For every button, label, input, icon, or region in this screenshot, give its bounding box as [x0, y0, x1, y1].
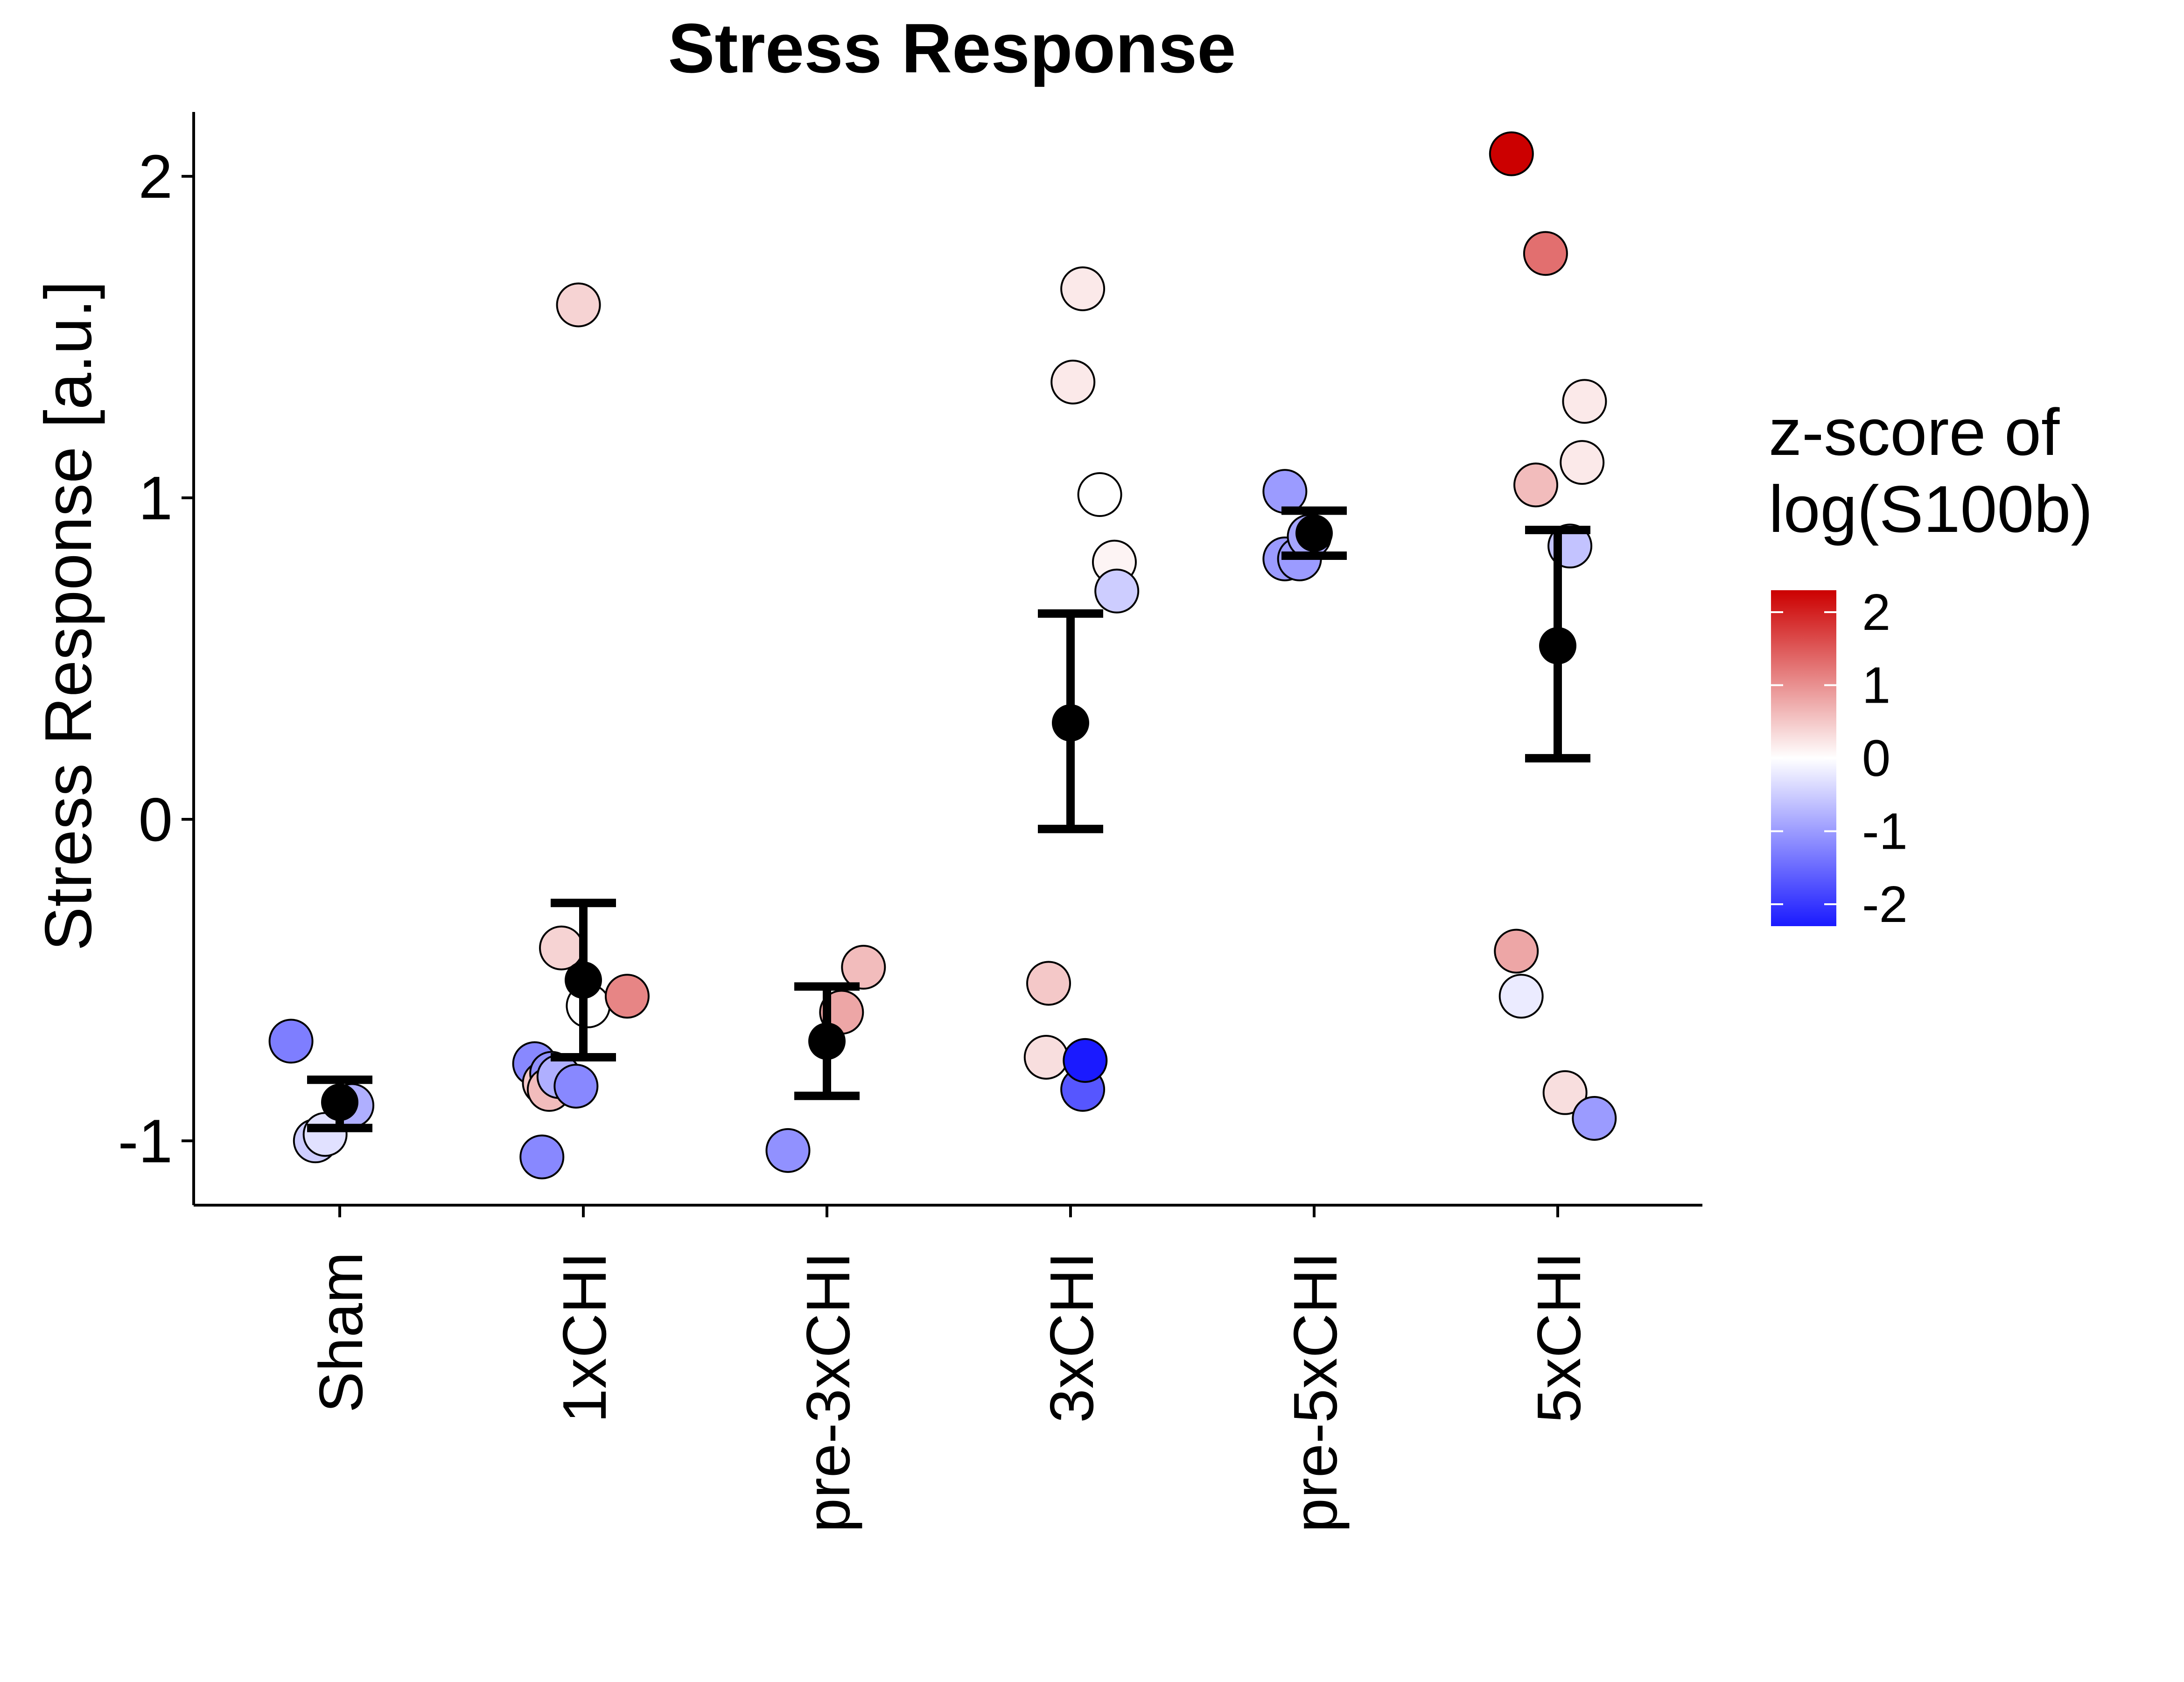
chart-title: Stress Response	[668, 9, 1236, 87]
colorbar-ticks: 2 1 0 -1 -2	[1771, 584, 1908, 933]
x-tick-label: pre-5xCHI	[1281, 1252, 1350, 1532]
data-point	[765, 1128, 811, 1173]
data-point	[604, 974, 650, 1019]
y-tick-label: 0	[139, 785, 173, 854]
data-point	[1060, 266, 1106, 312]
data-point	[1542, 1070, 1588, 1115]
data-point	[553, 1064, 599, 1109]
mean-marker	[808, 1022, 846, 1060]
data-point	[1077, 472, 1122, 517]
y-tick-label: 2	[139, 142, 173, 211]
colorbar-tick-label: 0	[1862, 730, 1890, 787]
data-point	[556, 282, 601, 328]
data-point	[519, 1134, 565, 1179]
colorbar-tick-label: 2	[1862, 584, 1890, 641]
mean-marker	[321, 1083, 358, 1121]
data-point	[1262, 469, 1308, 514]
data-point	[841, 945, 886, 990]
data-point	[1023, 1035, 1069, 1080]
data-point	[1050, 359, 1096, 405]
x-tick-label: 5xCHI	[1525, 1252, 1593, 1423]
x-tick-label: pre-3xCHI	[794, 1252, 862, 1532]
x-tick-label: 1xCHI	[550, 1252, 619, 1423]
colorbar-tick-label: -1	[1862, 803, 1908, 860]
data-point	[1513, 462, 1559, 508]
mean-marker	[1052, 704, 1089, 742]
data-point	[1026, 961, 1071, 1006]
y-tick-label: -1	[118, 1107, 173, 1175]
mean-marker	[1295, 514, 1333, 552]
data-point	[1523, 231, 1568, 276]
colorbar-tick-label: 1	[1862, 656, 1890, 714]
mean-marker	[565, 961, 602, 999]
data-point	[1094, 568, 1140, 614]
data-point	[1560, 440, 1605, 485]
y-tick-label: 1	[139, 464, 173, 532]
data-point	[1498, 974, 1544, 1019]
data-point	[1494, 928, 1539, 974]
colorbar-legend: z-score of log(S100b) 2 1 0 -1 -2	[1769, 395, 2093, 933]
data-point	[268, 1019, 314, 1064]
data-point	[1063, 1038, 1108, 1083]
x-tick-label: Sham	[307, 1252, 375, 1413]
colorbar-title-line-1: z-score of	[1769, 395, 2060, 469]
data-point	[1572, 1096, 1617, 1141]
colorbar-title-line-2: log(S100b)	[1769, 472, 2093, 546]
data-point	[1489, 131, 1534, 176]
data-point	[1562, 379, 1607, 424]
y-axis-title: Stress Response [a.u.]	[31, 281, 105, 951]
x-tick-label: 3xCHI	[1037, 1252, 1106, 1423]
mean-marker	[1539, 627, 1576, 664]
colorbar-tick-label: -2	[1862, 876, 1908, 933]
plot-area: -1 0 1 2 Sham 1xCHI pre-3xCHI 3xCHI pre-5xCHI 5xC…	[118, 112, 1702, 1532]
